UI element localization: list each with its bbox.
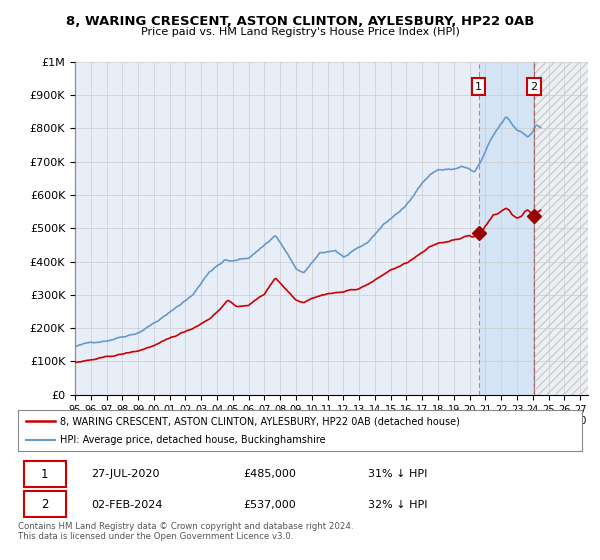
Text: £537,000: £537,000 xyxy=(244,500,296,510)
FancyBboxPatch shape xyxy=(23,491,66,517)
Bar xyxy=(534,62,588,395)
Bar xyxy=(479,62,534,395)
Text: 2: 2 xyxy=(41,498,49,511)
Bar xyxy=(534,62,588,395)
Text: 8, WARING CRESCENT, ASTON CLINTON, AYLESBURY, HP22 0AB (detached house): 8, WARING CRESCENT, ASTON CLINTON, AYLES… xyxy=(60,417,460,426)
Text: 1: 1 xyxy=(475,82,482,92)
Text: 32% ↓ HPI: 32% ↓ HPI xyxy=(368,500,427,510)
Text: Contains HM Land Registry data © Crown copyright and database right 2024.
This d: Contains HM Land Registry data © Crown c… xyxy=(18,522,353,542)
Text: 1: 1 xyxy=(41,468,49,481)
Text: £485,000: £485,000 xyxy=(244,469,296,479)
Text: 02-FEB-2024: 02-FEB-2024 xyxy=(91,500,163,510)
Text: 2: 2 xyxy=(530,82,538,92)
FancyBboxPatch shape xyxy=(23,461,66,487)
Text: Price paid vs. HM Land Registry's House Price Index (HPI): Price paid vs. HM Land Registry's House … xyxy=(140,27,460,37)
Text: 31% ↓ HPI: 31% ↓ HPI xyxy=(368,469,427,479)
Text: 8, WARING CRESCENT, ASTON CLINTON, AYLESBURY, HP22 0AB: 8, WARING CRESCENT, ASTON CLINTON, AYLES… xyxy=(66,15,534,27)
Bar xyxy=(534,62,588,395)
Text: HPI: Average price, detached house, Buckinghamshire: HPI: Average price, detached house, Buck… xyxy=(60,435,326,445)
Text: 27-JUL-2020: 27-JUL-2020 xyxy=(91,469,160,479)
